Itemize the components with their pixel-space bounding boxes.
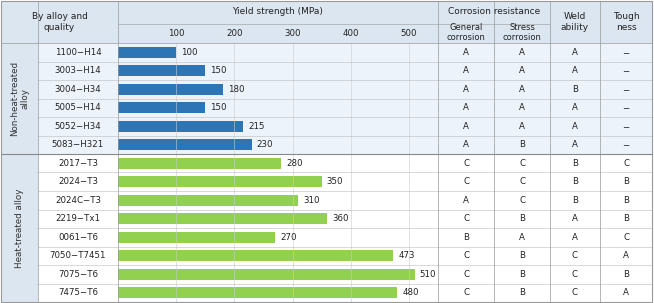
Text: 2024−T3: 2024−T3 [58, 177, 98, 186]
Text: B: B [623, 270, 629, 279]
Text: A: A [519, 66, 525, 75]
Text: General
corrosion: General corrosion [447, 23, 485, 42]
Text: 270: 270 [280, 233, 297, 242]
Text: C: C [519, 196, 525, 205]
Text: 360: 360 [332, 214, 349, 223]
Text: 2017−T3: 2017−T3 [58, 159, 98, 168]
Text: C: C [519, 159, 525, 168]
Text: −: − [623, 103, 630, 112]
Text: 7050−T7451: 7050−T7451 [50, 251, 106, 260]
Text: Heat-treated alloy: Heat-treated alloy [15, 188, 24, 268]
Text: A: A [519, 85, 525, 94]
Text: A: A [519, 103, 525, 112]
Text: B: B [519, 140, 525, 149]
Text: 5083−H321: 5083−H321 [52, 140, 104, 149]
Text: A: A [572, 103, 578, 112]
Text: B: B [572, 159, 578, 168]
Text: B: B [572, 85, 578, 94]
Text: 500: 500 [401, 29, 417, 38]
Text: A: A [572, 140, 578, 149]
Text: 310: 310 [303, 196, 320, 205]
Text: 100: 100 [168, 29, 184, 38]
Text: A: A [463, 85, 469, 94]
Text: B: B [572, 196, 578, 205]
Text: Non-heat-treated
alloy: Non-heat-treated alloy [10, 61, 29, 136]
Text: C: C [572, 270, 578, 279]
Text: A: A [572, 233, 578, 242]
Text: C: C [623, 233, 629, 242]
Text: A: A [623, 251, 629, 260]
Text: By alloy and
quality: By alloy and quality [31, 12, 88, 32]
Text: 230: 230 [257, 140, 273, 149]
Text: C: C [572, 288, 578, 297]
Text: 100: 100 [181, 48, 198, 57]
Text: B: B [519, 288, 525, 297]
Text: 5052−H34: 5052−H34 [55, 122, 101, 131]
Text: B: B [519, 214, 525, 223]
Text: C: C [463, 270, 469, 279]
Text: Yield strength (MPa): Yield strength (MPa) [233, 7, 324, 16]
Text: A: A [463, 140, 469, 149]
Text: 0061−T6: 0061−T6 [58, 233, 98, 242]
Text: 3003−H14: 3003−H14 [55, 66, 101, 75]
Text: A: A [572, 122, 578, 131]
Text: 300: 300 [284, 29, 301, 38]
Text: 7475−T6: 7475−T6 [58, 288, 98, 297]
Text: 480: 480 [402, 288, 419, 297]
Text: B: B [463, 233, 469, 242]
Text: 3004−H34: 3004−H34 [55, 85, 101, 94]
Text: C: C [463, 159, 469, 168]
Text: Tough
ness: Tough ness [613, 12, 640, 32]
Text: 150: 150 [211, 103, 227, 112]
Text: B: B [623, 214, 629, 223]
Text: 2024C−T3: 2024C−T3 [55, 196, 101, 205]
Text: B: B [572, 177, 578, 186]
Text: A: A [572, 214, 578, 223]
Text: 400: 400 [343, 29, 359, 38]
Text: B: B [623, 177, 629, 186]
Text: A: A [572, 48, 578, 57]
Text: 280: 280 [286, 159, 302, 168]
Text: 180: 180 [228, 85, 244, 94]
Text: 473: 473 [398, 251, 415, 260]
Text: 2219−Tx1: 2219−Tx1 [56, 214, 101, 223]
Text: 510: 510 [420, 270, 436, 279]
Text: A: A [572, 66, 578, 75]
Text: 200: 200 [226, 29, 243, 38]
Text: −: − [623, 48, 630, 57]
Text: A: A [463, 48, 469, 57]
Text: 215: 215 [248, 122, 265, 131]
Text: Stress
corrosion: Stress corrosion [502, 23, 542, 42]
Text: 350: 350 [326, 177, 343, 186]
Text: A: A [623, 288, 629, 297]
Text: −: − [623, 122, 630, 131]
Text: C: C [463, 288, 469, 297]
Text: C: C [463, 214, 469, 223]
Text: −: − [623, 140, 630, 149]
Text: A: A [463, 196, 469, 205]
Text: 5005−H14: 5005−H14 [55, 103, 101, 112]
Text: B: B [519, 251, 525, 260]
Text: A: A [519, 122, 525, 131]
Text: A: A [463, 66, 469, 75]
Text: C: C [463, 251, 469, 260]
Text: C: C [519, 177, 525, 186]
Text: C: C [572, 251, 578, 260]
Text: 150: 150 [211, 66, 227, 75]
Text: A: A [463, 122, 469, 131]
Text: C: C [623, 159, 629, 168]
Text: B: B [519, 270, 525, 279]
Text: A: A [519, 233, 525, 242]
Text: A: A [519, 48, 525, 57]
Text: A: A [463, 103, 469, 112]
Text: 7075−T6: 7075−T6 [58, 270, 98, 279]
Text: C: C [463, 177, 469, 186]
Text: Corrosion resistance: Corrosion resistance [448, 7, 540, 16]
Text: −: − [623, 66, 630, 75]
Text: B: B [623, 196, 629, 205]
Text: Weld
ability: Weld ability [561, 12, 589, 32]
Text: 1100−H14: 1100−H14 [55, 48, 101, 57]
Text: −: − [623, 85, 630, 94]
